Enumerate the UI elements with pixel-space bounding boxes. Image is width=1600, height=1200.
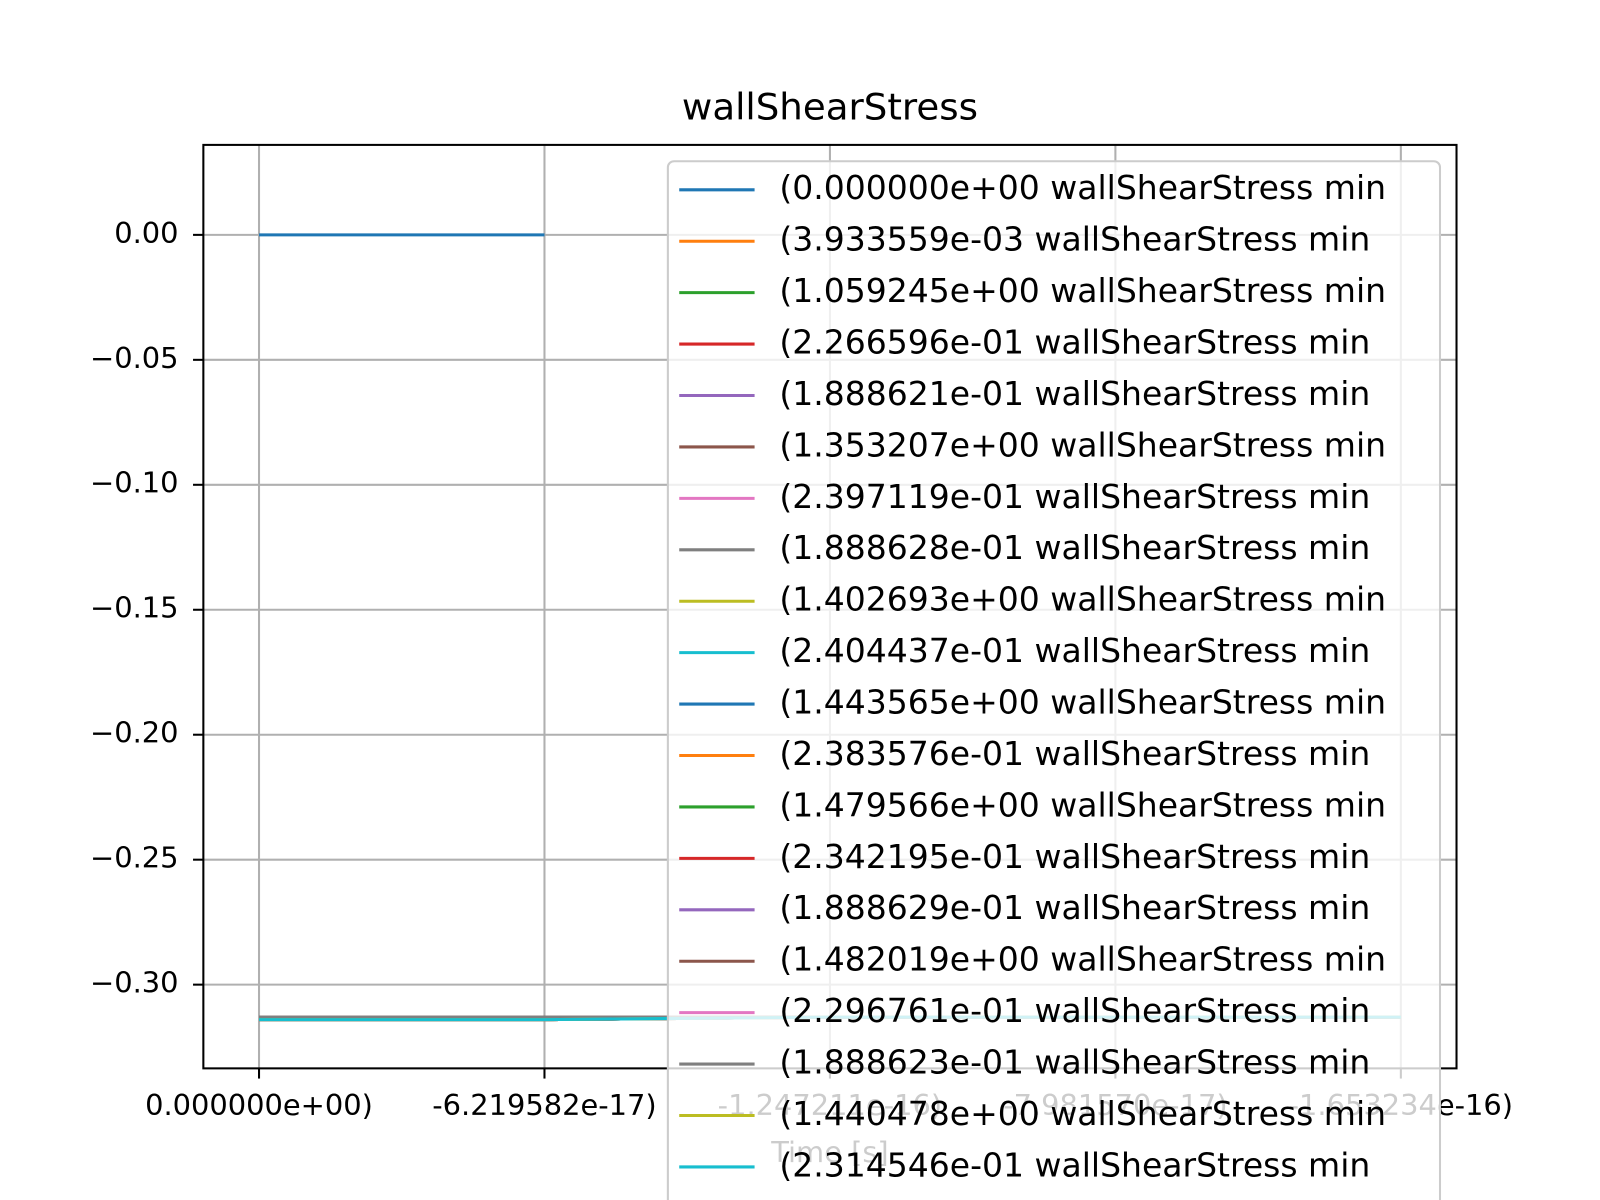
y-tick-label: −0.20: [90, 716, 179, 750]
legend-label: (1.402693e+00 wallShearStress min: [779, 581, 1386, 619]
legend-label: (2.383576e-01 wallShearStress min: [779, 735, 1370, 773]
legend-label: (2.296761e-01 wallShearStress min: [779, 992, 1370, 1030]
chart-title: wallShearStress: [682, 86, 978, 129]
legend-label: (3.933559e-03 wallShearStress min: [779, 221, 1370, 259]
legend-label: (2.397119e-01 wallShearStress min: [779, 478, 1370, 516]
y-tick-label: 0.00: [114, 216, 178, 250]
legend-label: (0.000000e+00 wallShearStress min: [779, 169, 1386, 207]
legend-label: (1.482019e+00 wallShearStress min: [779, 941, 1386, 979]
legend-label: (1.059245e+00 wallShearStress min: [779, 272, 1386, 310]
legend-box: [666, 160, 1442, 1200]
legend-label: (1.888623e-01 wallShearStress min: [779, 1044, 1370, 1082]
legend-label: (1.888628e-01 wallShearStress min: [779, 529, 1370, 567]
x-tick-label: -6.219582e-17): [432, 1088, 656, 1122]
y-tick-label: −0.30: [90, 966, 179, 1000]
y-tick-label: −0.05: [90, 341, 179, 375]
legend-label: (2.266596e-01 wallShearStress min: [779, 324, 1370, 362]
legend-label: (2.314546e-01 wallShearStress min: [779, 1147, 1370, 1185]
legend-label: (1.440478e+00 wallShearStress min: [779, 1095, 1386, 1133]
y-tick-label: −0.10: [90, 466, 179, 500]
legend-label: (1.353207e+00 wallShearStress min: [779, 427, 1386, 465]
legend-label: (2.342195e-01 wallShearStress min: [779, 838, 1370, 876]
legend-label: (1.888629e-01 wallShearStress min: [779, 889, 1370, 927]
legend-label: (1.443565e+00 wallShearStress min: [779, 684, 1386, 722]
legend-label: (2.404437e-01 wallShearStress min: [779, 632, 1370, 670]
x-tick-label: 0.000000e+00): [145, 1088, 373, 1122]
y-tick-label: −0.25: [90, 841, 179, 875]
legend: (0.000000e+00 wallShearStress min (3.9335…: [666, 160, 1442, 1200]
legend-label: (1.479566e+00 wallShearStress min: [779, 787, 1386, 825]
legend-label: (1.888621e-01 wallShearStress min: [779, 375, 1370, 413]
y-tick-label: −0.15: [90, 591, 179, 625]
